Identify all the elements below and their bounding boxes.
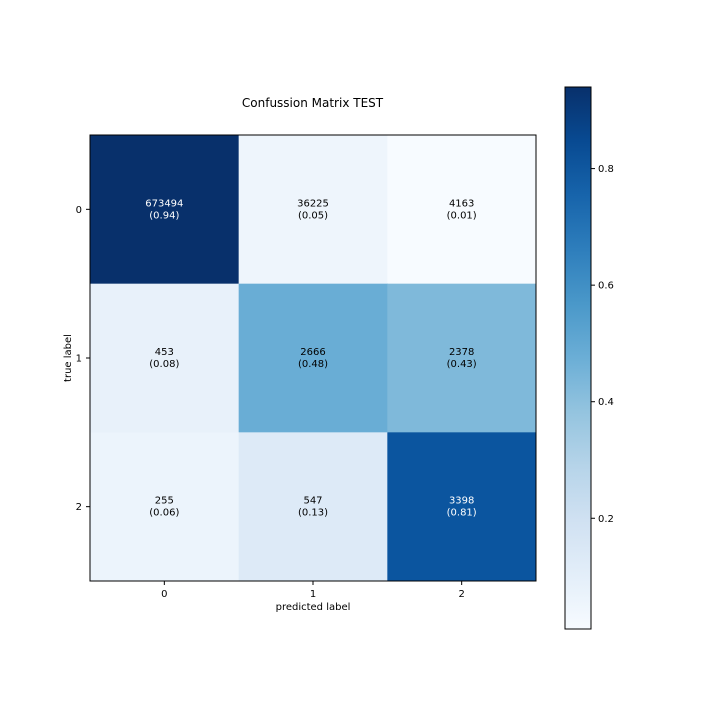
x-axis-ticks: 0 1 2 [161, 581, 465, 600]
cell-rect [90, 432, 240, 582]
x-tick-label: 2 [458, 589, 464, 600]
cell-rect [90, 135, 240, 285]
cell-ratio-label: (0.48) [298, 359, 328, 370]
cell-0-2: 4163(0.01) [387, 135, 537, 285]
y-axis-label: true label [63, 334, 74, 382]
cell-ratio-label: (0.43) [447, 359, 477, 370]
colorbar-tick-label: 0.6 [598, 281, 614, 292]
chart-title: Confussion Matrix TEST [242, 96, 384, 110]
cell-ratio-label: (0.94) [149, 210, 179, 221]
cell-count-label: 255 [155, 496, 174, 507]
colorbar-tick-label: 0.2 [598, 514, 614, 525]
cell-2-1: 547(0.13) [238, 432, 388, 582]
cell-count-label: 673494 [145, 198, 183, 209]
cell-2-2: 3398(0.81) [387, 432, 537, 582]
cell-0-1: 36225(0.05) [238, 135, 388, 285]
y-axis-ticks: 0 1 2 [76, 205, 90, 513]
cell-count-label: 453 [155, 347, 174, 358]
colorbar [565, 87, 591, 629]
cell-ratio-label: (0.08) [149, 359, 179, 370]
colorbar-tick-label: 0.4 [598, 397, 614, 408]
colorbar-tick-label: 0.8 [598, 164, 614, 175]
cell-rect [387, 432, 537, 582]
cell-ratio-label: (0.81) [447, 508, 477, 519]
cell-ratio-label: (0.13) [298, 508, 328, 519]
cell-count-label: 3398 [449, 496, 474, 507]
cell-count-label: 547 [303, 496, 322, 507]
cell-rect [238, 283, 388, 433]
colorbar-frame [564, 86, 592, 630]
cell-count-label: 4163 [449, 198, 474, 209]
cell-rect [387, 283, 537, 433]
x-axis-label: predicted label [276, 602, 351, 613]
cell-ratio-label: (0.05) [298, 210, 328, 221]
y-tick-label: 2 [76, 502, 82, 513]
x-tick-label: 1 [310, 589, 316, 600]
cell-ratio-label: (0.01) [447, 210, 477, 221]
cell-rect [238, 135, 388, 285]
cell-rect [238, 432, 388, 582]
heatmap-cells: 673494(0.94)36225(0.05)4163(0.01)453(0.0… [90, 135, 537, 582]
cell-1-0: 453(0.08) [90, 283, 240, 433]
colorbar-ticks: 0.2 0.4 0.6 0.8 [591, 164, 614, 525]
y-tick-label: 0 [76, 205, 82, 216]
cell-0-0: 673494(0.94) [90, 135, 240, 285]
cell-1-1: 2666(0.48) [238, 283, 388, 433]
x-tick-label: 0 [161, 589, 167, 600]
cell-rect [90, 283, 240, 433]
y-tick-label: 1 [76, 354, 82, 365]
cell-count-label: 2666 [300, 347, 325, 358]
cell-rect [387, 135, 537, 285]
cell-1-2: 2378(0.43) [387, 283, 537, 433]
cell-2-0: 255(0.06) [90, 432, 240, 582]
cell-count-label: 36225 [297, 198, 329, 209]
cell-count-label: 2378 [449, 347, 474, 358]
cell-ratio-label: (0.06) [149, 508, 179, 519]
